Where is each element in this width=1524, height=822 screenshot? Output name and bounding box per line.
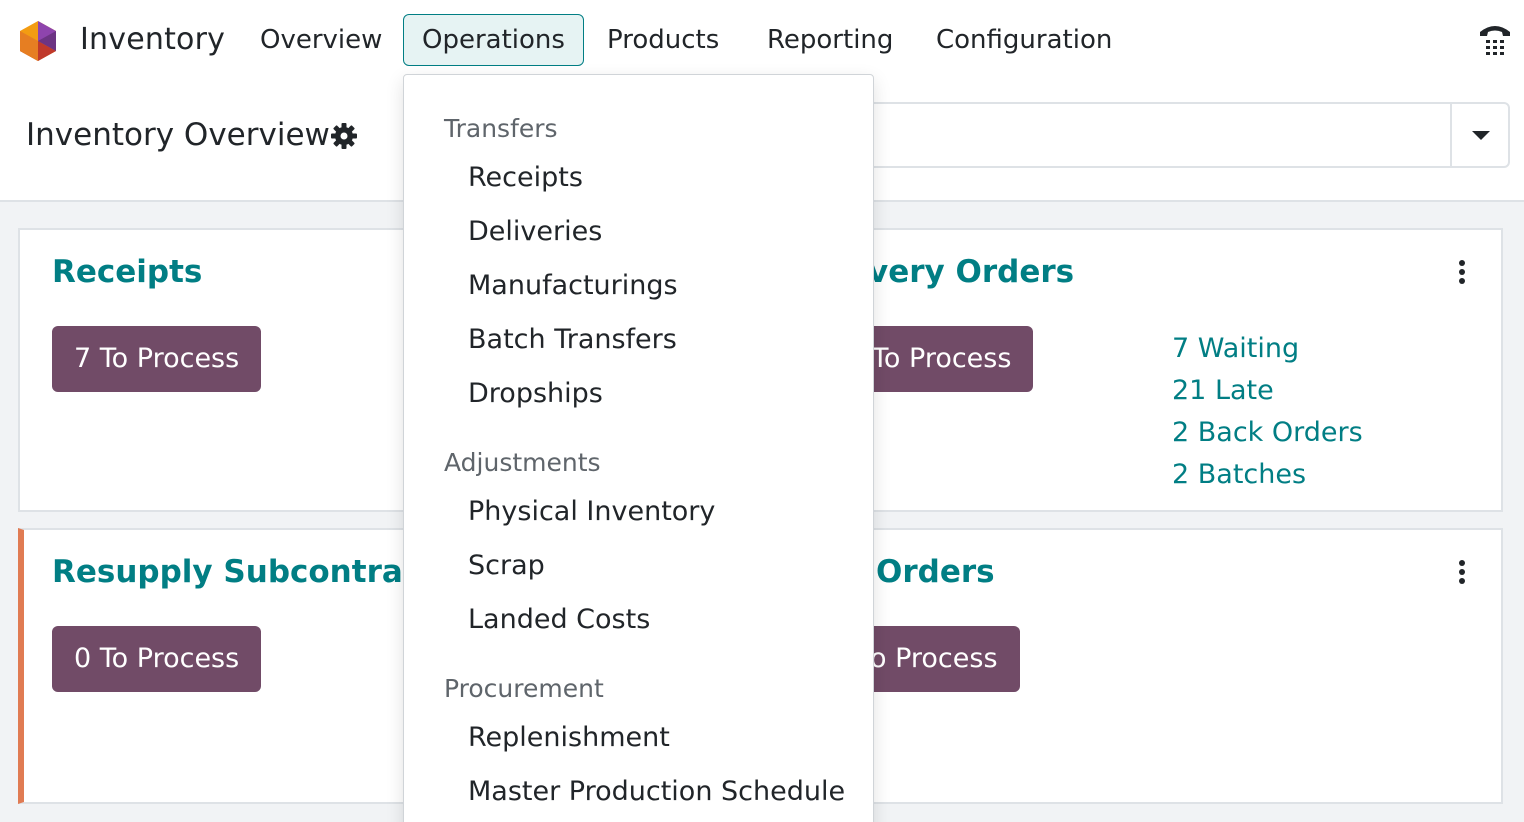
page-title: Inventory Overview	[26, 117, 330, 153]
phone-icon[interactable]	[1476, 22, 1514, 58]
card-title-orders[interactable]: Orders	[876, 554, 995, 590]
menu-item-master-production-schedule[interactable]: Master Production Schedule	[468, 776, 846, 807]
dropdown-header-adjustments: Adjustments	[444, 448, 601, 477]
menu-item-batch-transfers[interactable]: Batch Transfers	[468, 324, 677, 355]
receipts-card: Receipts 7 To Process	[18, 228, 418, 512]
kebab-menu-icon[interactable]	[1458, 260, 1466, 286]
nav-reporting[interactable]: Reporting	[767, 25, 894, 55]
dropdown-header-procurement: Procurement	[444, 674, 604, 703]
stat-back-orders[interactable]: 2 Back Orders	[1172, 417, 1363, 448]
top-navbar: Inventory Overview Operations Products R…	[0, 0, 1524, 82]
stat-late[interactable]: 21 Late	[1172, 375, 1274, 406]
orders-process-button[interactable]: o Process	[860, 626, 1020, 692]
nav-products[interactable]: Products	[607, 25, 720, 55]
card-title-resupply[interactable]: Resupply Subcontractor	[52, 554, 416, 590]
orders-card: Orders o Process	[860, 528, 1503, 804]
dropdown-header-transfers: Transfers	[444, 114, 558, 143]
app-logo-icon[interactable]	[18, 19, 58, 63]
receipts-process-button[interactable]: 7 To Process	[52, 326, 262, 392]
menu-item-physical-inventory[interactable]: Physical Inventory	[468, 496, 716, 527]
caret-down-icon	[1472, 131, 1490, 140]
menu-item-deliveries[interactable]: Deliveries	[468, 216, 603, 247]
delivery-process-button[interactable]: To Process	[860, 326, 1034, 392]
stat-batches[interactable]: 2 Batches	[1172, 459, 1307, 490]
app-name[interactable]: Inventory	[80, 22, 226, 57]
menu-item-landed-costs[interactable]: Landed Costs	[468, 604, 651, 635]
operations-dropdown: Transfers Receipts Deliveries Manufactur…	[403, 74, 874, 822]
menu-item-dropships[interactable]: Dropships	[468, 378, 603, 409]
menu-item-scrap[interactable]: Scrap	[468, 550, 545, 581]
kebab-menu-icon[interactable]	[1458, 560, 1466, 586]
stat-waiting[interactable]: 7 Waiting	[1172, 333, 1300, 364]
menu-item-replenishment[interactable]: Replenishment	[468, 722, 670, 753]
gear-icon[interactable]	[330, 122, 358, 150]
card-title-receipts[interactable]: Receipts	[52, 254, 203, 290]
search-options-toggle[interactable]	[1450, 104, 1508, 166]
resupply-process-button[interactable]: 0 To Process	[52, 626, 262, 692]
nav-operations[interactable]: Operations	[403, 14, 584, 66]
card-title-delivery-orders[interactable]: very Orders	[868, 254, 1075, 290]
delivery-orders-card: very Orders To Process	[860, 228, 1503, 512]
menu-item-receipts[interactable]: Receipts	[468, 162, 583, 193]
resupply-card: Resupply Subcontractor 0 To Process	[18, 528, 418, 804]
menu-item-manufacturings[interactable]: Manufacturings	[468, 270, 678, 301]
delivery-stats: 7 Waiting 21 Late 2 Back Orders 2 Batche…	[1172, 328, 1363, 496]
nav-configuration[interactable]: Configuration	[936, 25, 1113, 55]
nav-overview[interactable]: Overview	[260, 25, 383, 55]
